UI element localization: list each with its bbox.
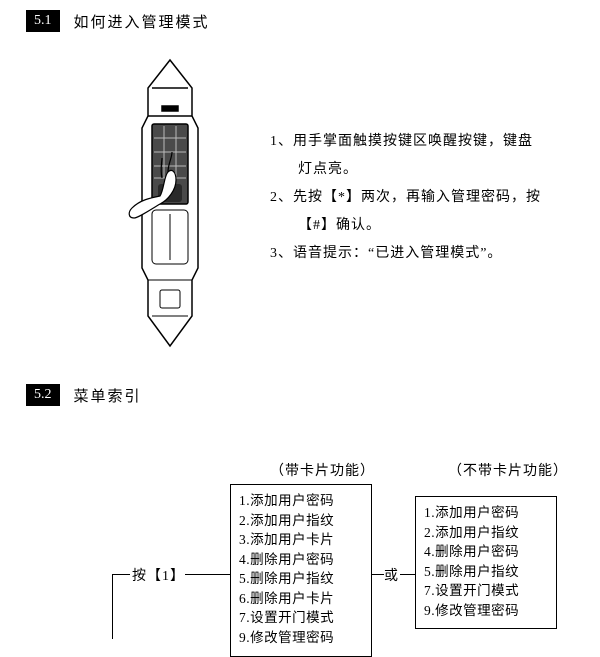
card-menu-item: 7.设置开门模式 xyxy=(239,608,363,628)
card-menu-item: 3.添加用户卡片 xyxy=(239,530,363,550)
card-menu-box: 1.添加用户密码 2.添加用户指纹 3.添加用户卡片 4.删除用户密码 5.删除… xyxy=(230,484,372,657)
smart-lock-illustration xyxy=(110,58,230,348)
instruction-1: 1、 用手掌面触摸按键区唤醒按键，键盘 xyxy=(270,128,570,156)
instruction-3-text-a: 语音提示：“已进入管理模式”。 xyxy=(293,240,570,268)
menu-index-diagram: （带卡片功能） （不带卡片功能） 1.添加用户密码 2.添加用户指纹 3.添加用… xyxy=(0,460,600,639)
nocard-column-label: （不带卡片功能） xyxy=(448,460,568,480)
card-column-label: （带卡片功能） xyxy=(270,460,375,480)
instruction-list: 1、 用手掌面触摸按键区唤醒按键，键盘 灯点亮。 2、 先按【*】两次，再输入管… xyxy=(270,128,570,268)
nocard-menu-item: 2.添加用户指纹 xyxy=(424,523,548,543)
instruction-1-text-b: 灯点亮。 xyxy=(270,156,570,184)
instruction-2-index: 2、 xyxy=(270,184,293,212)
nocard-menu-box: 1.添加用户密码 2.添加用户指纹 4.删除用户密码 5.删除用户指纹 7.设置… xyxy=(415,496,557,629)
section-5-1-header: 5.1 如何进入管理模式 xyxy=(26,10,210,32)
section-5-2-number: 5.2 xyxy=(26,384,60,406)
nocard-menu-item: 7.设置开门模式 xyxy=(424,581,548,601)
connector-line xyxy=(112,575,113,639)
connector-line xyxy=(185,574,230,575)
section-5-1-title: 如何进入管理模式 xyxy=(74,11,210,32)
section-5-2-header: 5.2 菜单索引 xyxy=(26,384,142,406)
nocard-menu-item: 4.删除用户密码 xyxy=(424,542,548,562)
connector-line xyxy=(400,574,415,575)
connector-line xyxy=(112,574,130,575)
nocard-menu-item: 9.修改管理密码 xyxy=(424,601,548,621)
card-menu-item: 9.修改管理密码 xyxy=(239,628,363,648)
instruction-2: 2、 先按【*】两次，再输入管理密码，按 xyxy=(270,184,570,212)
card-menu-item: 1.添加用户密码 xyxy=(239,491,363,511)
connector-line xyxy=(372,574,384,575)
card-menu-item: 4.删除用户密码 xyxy=(239,550,363,570)
card-menu-item: 6.删除用户卡片 xyxy=(239,589,363,609)
nocard-menu-item: 5.删除用户指纹 xyxy=(424,562,548,582)
press-1-label: 按【1】 xyxy=(130,565,187,585)
nocard-menu-item: 1.添加用户密码 xyxy=(424,503,548,523)
instruction-3: 3、 语音提示：“已进入管理模式”。 xyxy=(270,240,570,268)
card-menu-item: 5.删除用户指纹 xyxy=(239,569,363,589)
instruction-1-index: 1、 xyxy=(270,128,293,156)
instruction-2-text-a: 先按【*】两次，再输入管理密码，按 xyxy=(293,184,570,212)
section-5-1-number: 5.1 xyxy=(26,10,60,32)
instruction-3-index: 3、 xyxy=(270,240,293,268)
or-label: 或 xyxy=(384,565,398,585)
section-5-2-title: 菜单索引 xyxy=(74,385,142,406)
instruction-2-text-b: 【#】确认。 xyxy=(270,212,570,240)
instruction-1-text-a: 用手掌面触摸按键区唤醒按键，键盘 xyxy=(293,128,570,156)
card-menu-item: 2.添加用户指纹 xyxy=(239,511,363,531)
